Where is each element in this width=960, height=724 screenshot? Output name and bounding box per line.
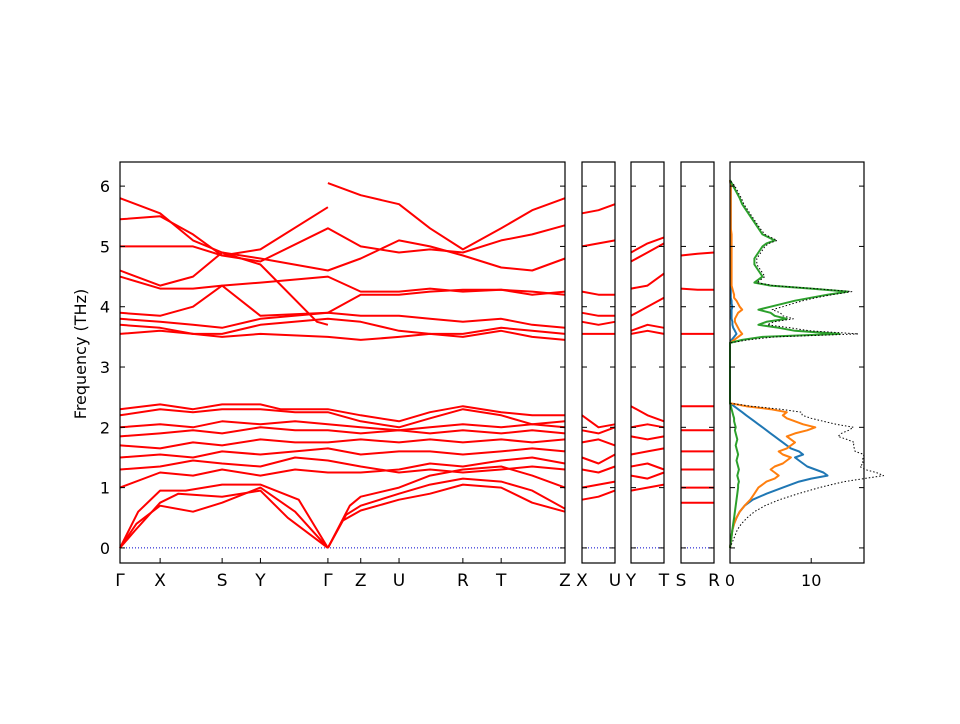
- dos-line-1: [729, 179, 817, 549]
- band-line-7: [119, 456, 566, 474]
- dos-x-tick-label: 0: [725, 571, 735, 590]
- y-tick-label: 5: [100, 237, 110, 256]
- band-line-2: [119, 483, 329, 549]
- dos-line-2: [729, 179, 849, 549]
- band-line-38: [630, 471, 665, 480]
- band-line-48: [630, 242, 665, 263]
- band-line-1: [119, 486, 329, 549]
- band-line-33: [581, 311, 615, 317]
- band-line-12: [119, 408, 566, 429]
- band-line-47: [630, 272, 665, 290]
- panel-frame-3: [680, 161, 715, 564]
- k-point-label: T: [658, 571, 670, 591]
- band-line-24: [581, 489, 616, 501]
- k-point-label: Γ: [115, 571, 125, 591]
- y-tick-label: 6: [100, 177, 110, 196]
- band-line-36: [581, 203, 616, 215]
- band-line-34: [581, 290, 615, 296]
- k-point-label: Y: [625, 571, 637, 591]
- y-tick-label: 1: [100, 479, 110, 498]
- k-point-label: U: [393, 571, 405, 591]
- band-line-3: [327, 483, 566, 549]
- k-point-label: X: [154, 571, 166, 591]
- band-line-15: [119, 317, 566, 335]
- k-point-label: S: [217, 571, 228, 591]
- y-tick-label: 2: [100, 418, 110, 437]
- band-line-5: [327, 465, 566, 549]
- band-line-21: [119, 206, 329, 257]
- dos-line-3: [729, 179, 884, 549]
- dos-line-0: [729, 179, 829, 549]
- band-line-20: [120, 224, 566, 263]
- band-line-35: [581, 239, 616, 248]
- y-axis-label: Frequency (THz): [71, 289, 90, 419]
- y-tick-label: 0: [100, 539, 110, 558]
- band-line-49: [630, 236, 665, 254]
- band-line-10: [119, 426, 566, 438]
- band-line-16: [119, 311, 566, 329]
- band-line-39: [630, 462, 665, 471]
- band-line-6: [119, 456, 566, 489]
- dos-x-tick-label: 10: [801, 571, 821, 590]
- band-line-57: [680, 287, 714, 291]
- band-line-9: [119, 438, 566, 450]
- band-line-28: [581, 438, 616, 447]
- k-point-label: Y: [254, 571, 266, 591]
- band-line-29: [581, 426, 616, 435]
- k-point-label: R: [708, 571, 720, 591]
- band-line-8: [119, 447, 566, 459]
- band-line-40: [630, 447, 665, 456]
- band-lines: [119, 182, 715, 549]
- k-point-label: X: [576, 571, 588, 591]
- panel-frame-2: [630, 161, 665, 564]
- k-point-label: U: [609, 571, 621, 591]
- band-line-30: [581, 414, 616, 429]
- band-line-19: [119, 239, 566, 287]
- band-line-23: [327, 182, 566, 251]
- dos-lines: [729, 179, 884, 549]
- band-line-43: [630, 405, 665, 423]
- band-line-46: [630, 296, 665, 317]
- band-line-41: [630, 435, 665, 441]
- band-line-25: [581, 480, 616, 489]
- panel-frame-1: [581, 161, 616, 564]
- band-line-42: [630, 423, 665, 429]
- band-line-37: [630, 483, 665, 492]
- band-line-4: [327, 477, 566, 549]
- k-point-label: T: [495, 571, 507, 591]
- k-point-label: R: [457, 571, 469, 591]
- k-point-label: Z: [559, 571, 571, 591]
- band-line-22: [119, 197, 329, 326]
- band-line-26: [581, 465, 616, 474]
- panel-frame-0: [119, 161, 566, 564]
- band-line-44: [630, 329, 665, 335]
- y-tick-label: 3: [100, 358, 110, 377]
- band-line-58: [680, 251, 715, 257]
- band-line-0: [119, 489, 329, 549]
- band-line-27: [581, 453, 616, 465]
- band-line-13: [119, 403, 565, 423]
- band-line-11: [119, 420, 566, 432]
- k-point-label: S: [676, 571, 687, 591]
- k-point-label: Γ: [323, 571, 333, 591]
- band-line-32: [581, 320, 616, 326]
- band-line-45: [630, 323, 665, 332]
- y-tick-label: 4: [100, 298, 110, 317]
- band-line-18: [119, 275, 566, 296]
- panel-frame-4: [729, 161, 865, 564]
- k-point-label: Z: [355, 571, 367, 591]
- axes-frames: [119, 161, 865, 564]
